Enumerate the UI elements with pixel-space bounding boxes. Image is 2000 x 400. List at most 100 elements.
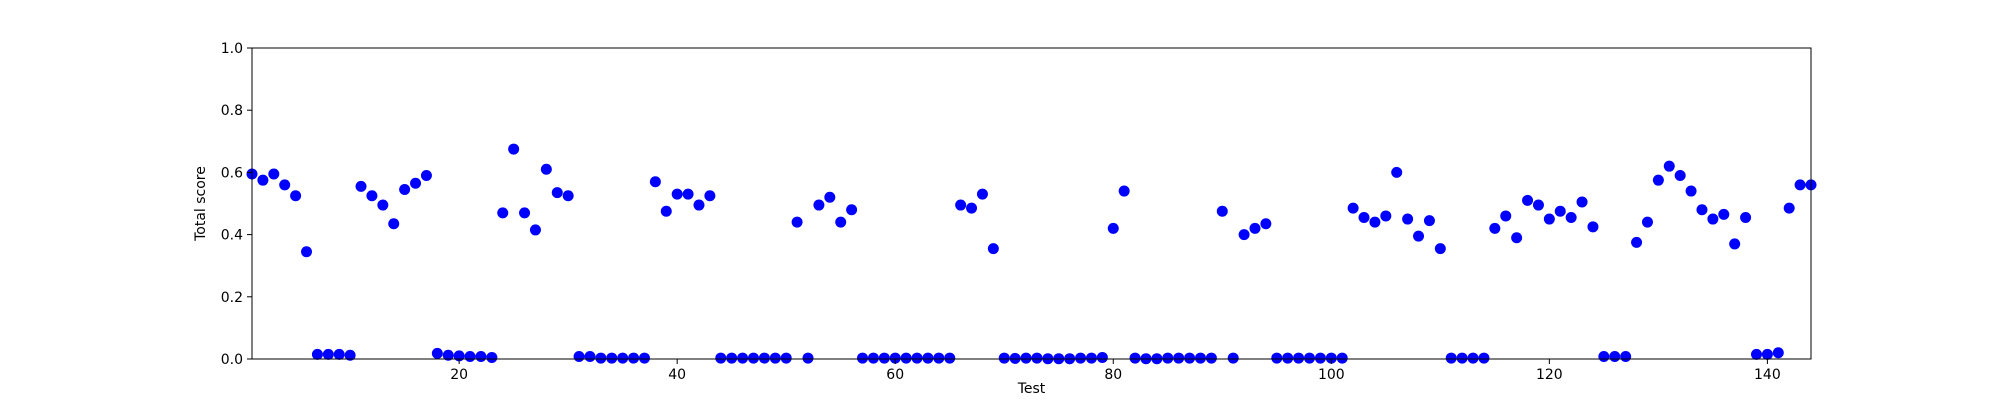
data-point (1205, 352, 1217, 364)
data-point (1227, 352, 1239, 364)
data-point (1271, 352, 1283, 364)
data-point (1663, 160, 1675, 172)
data-point (802, 352, 814, 364)
data-point (497, 207, 509, 219)
data-point (824, 191, 836, 203)
data-point (1522, 194, 1534, 206)
data-point (1674, 170, 1686, 182)
data-point (1358, 211, 1370, 223)
data-point (1467, 352, 1479, 364)
data-point (333, 348, 345, 360)
data-point (1598, 351, 1610, 363)
data-point (1031, 352, 1043, 364)
data-point (737, 352, 749, 364)
data-point (1761, 348, 1773, 360)
data-point (1718, 208, 1730, 220)
data-point (1740, 211, 1752, 223)
data-point (1434, 243, 1446, 255)
data-point (1391, 166, 1403, 178)
data-point (1478, 352, 1490, 364)
data-point (1107, 222, 1119, 234)
data-point (388, 218, 400, 230)
data-point (867, 352, 879, 364)
data-point (301, 246, 313, 258)
data-point (366, 190, 378, 202)
data-point (704, 190, 716, 202)
data-point (355, 180, 367, 192)
data-point (1489, 222, 1501, 234)
data-point (584, 351, 596, 363)
data-point (1347, 202, 1359, 214)
data-point (1096, 351, 1108, 363)
data-point (464, 351, 476, 363)
data-point (268, 168, 280, 180)
data-point (311, 348, 323, 360)
data-point (290, 190, 302, 202)
data-point (1118, 185, 1130, 197)
plot-frame (251, 47, 1812, 360)
data-point (955, 199, 967, 211)
data-point (529, 224, 541, 236)
data-point (322, 348, 334, 360)
data-point (617, 352, 629, 364)
data-point (1685, 185, 1697, 197)
data-point (649, 176, 661, 188)
data-point (1216, 205, 1228, 217)
x-tick-label: 100 (1318, 367, 1345, 383)
data-point (279, 179, 291, 191)
data-point (257, 174, 269, 186)
data-point (889, 352, 901, 364)
data-point (987, 243, 999, 255)
x-tick-label: 60 (886, 367, 904, 383)
data-point (922, 352, 934, 364)
data-point (682, 188, 694, 200)
data-point (551, 187, 563, 199)
data-point (715, 352, 727, 364)
data-point (1194, 352, 1206, 364)
data-point (900, 352, 912, 364)
data-point (878, 352, 890, 364)
data-point (747, 352, 759, 364)
y-axis-label: Total score (193, 166, 209, 242)
data-point (1609, 351, 1621, 363)
x-axis: 20 40 60 80 100 120 140 (450, 359, 1781, 383)
data-point (1750, 348, 1762, 360)
data-point (933, 352, 945, 364)
y-tick-label: 0.8 (221, 103, 243, 119)
data-point (1173, 352, 1185, 364)
data-point (1325, 352, 1337, 364)
data-point (966, 202, 978, 214)
data-point (1620, 351, 1632, 363)
y-axis: 0.0 0.2 0.4 0.6 0.8 1.0 (221, 41, 252, 368)
data-point (1020, 352, 1032, 364)
data-point (835, 216, 847, 228)
data-point (1282, 352, 1294, 364)
data-point (1783, 202, 1795, 214)
data-point (1576, 196, 1588, 208)
data-point (573, 351, 585, 363)
data-point (1423, 215, 1435, 227)
data-point (791, 216, 803, 228)
x-tick-label: 120 (1536, 367, 1563, 383)
data-point (976, 188, 988, 200)
data-point (1413, 230, 1425, 242)
data-point (410, 177, 422, 189)
data-point (1543, 213, 1555, 225)
data-point (1380, 210, 1392, 222)
data-point (769, 352, 781, 364)
data-point (1641, 216, 1653, 228)
x-tick-label: 80 (1104, 367, 1122, 383)
data-point (1075, 352, 1087, 364)
data-point (377, 199, 389, 211)
data-points (246, 143, 1817, 365)
data-point (1554, 205, 1566, 217)
data-point (1184, 352, 1196, 364)
data-point (344, 349, 356, 361)
data-point (693, 199, 705, 211)
data-point (1511, 232, 1523, 244)
data-point (1304, 352, 1316, 364)
data-point (846, 204, 858, 216)
data-point (1500, 210, 1512, 222)
